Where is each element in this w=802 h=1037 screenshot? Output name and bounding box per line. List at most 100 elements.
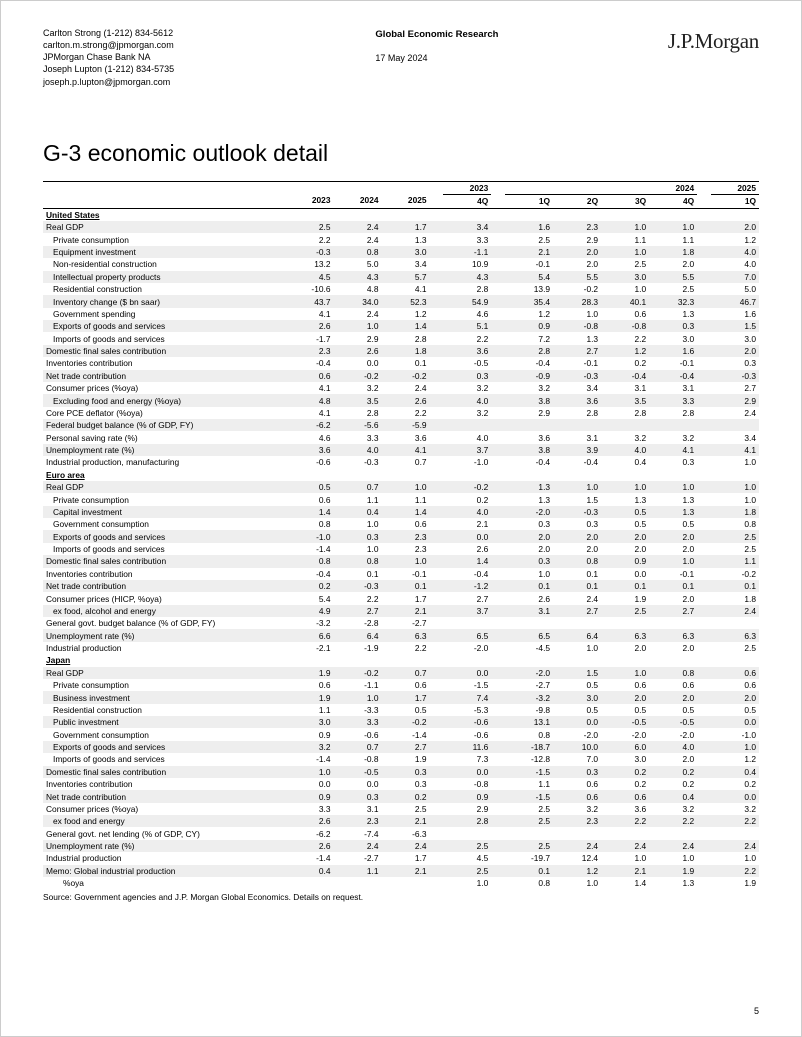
cell: 3.0 <box>711 332 759 344</box>
cell: 0.3 <box>649 320 697 332</box>
cell: 2.5 <box>711 642 759 654</box>
row-label: Residential construction <box>43 704 285 716</box>
cell: 2.4 <box>601 840 649 852</box>
cell: 1.9 <box>649 865 697 877</box>
cell: 2.7 <box>334 605 382 617</box>
cell: 0.9 <box>285 728 333 740</box>
cell: 0.5 <box>649 704 697 716</box>
cell: 2.7 <box>711 382 759 394</box>
cell <box>553 617 601 629</box>
cell: 7.4 <box>443 691 491 703</box>
cell: 2.7 <box>649 605 697 617</box>
cell: 2.5 <box>505 803 553 815</box>
row-label: Domestic final sales contribution <box>43 345 285 357</box>
cell: 0.8 <box>285 518 333 530</box>
cell: 2.5 <box>649 283 697 295</box>
cell: 2.8 <box>382 332 430 344</box>
cell: 0.1 <box>711 580 759 592</box>
cell: 0.1 <box>334 568 382 580</box>
cell <box>553 827 601 839</box>
cell: 2.0 <box>601 543 649 555</box>
cell: 4.0 <box>443 506 491 518</box>
cell: 2.0 <box>711 221 759 233</box>
cell: -0.5 <box>649 716 697 728</box>
row-label: Domestic final sales contribution <box>43 555 285 567</box>
cell: -0.3 <box>334 580 382 592</box>
cell: 1.9 <box>285 667 333 679</box>
cell: 1.0 <box>334 543 382 555</box>
cell: 3.2 <box>649 431 697 443</box>
cell: 0.5 <box>285 481 333 493</box>
cell: 1.2 <box>711 753 759 765</box>
cell: 1.0 <box>553 481 601 493</box>
cell: 1.1 <box>285 704 333 716</box>
cell: 0.2 <box>382 790 430 802</box>
cell: -0.3 <box>334 456 382 468</box>
cell: -0.1 <box>649 357 697 369</box>
col-3q24: 3Q <box>601 194 649 208</box>
cell: 4.3 <box>443 271 491 283</box>
cell: 3.8 <box>505 444 553 456</box>
cell: 0.4 <box>285 865 333 877</box>
cell: 0.7 <box>334 481 382 493</box>
cell: -2.0 <box>505 667 553 679</box>
cell: 2.5 <box>285 221 333 233</box>
cell: 34.0 <box>334 295 382 307</box>
cell: 0.0 <box>711 716 759 728</box>
cell: 1.8 <box>649 246 697 258</box>
cell: -3.3 <box>334 704 382 716</box>
cell: -0.2 <box>711 568 759 580</box>
cell: 0.5 <box>649 518 697 530</box>
cell: 3.4 <box>443 221 491 233</box>
cell: -5.9 <box>382 419 430 431</box>
cell: 12.4 <box>553 852 601 864</box>
cell: -1.9 <box>334 642 382 654</box>
cell: 0.2 <box>649 778 697 790</box>
cell: 0.0 <box>285 778 333 790</box>
cell: 0.6 <box>553 778 601 790</box>
cell: 0.1 <box>649 580 697 592</box>
cell: 0.5 <box>382 704 430 716</box>
row-label: Private consumption <box>43 493 285 505</box>
cell: 2.9 <box>711 394 759 406</box>
cell: 5.7 <box>382 271 430 283</box>
cell: 2.6 <box>285 840 333 852</box>
cell: 1.0 <box>601 481 649 493</box>
cell: 1.2 <box>382 308 430 320</box>
cell <box>711 827 759 839</box>
cell: -0.2 <box>553 283 601 295</box>
cell: 13.1 <box>505 716 553 728</box>
cell: 0.1 <box>505 580 553 592</box>
cell: 3.2 <box>505 382 553 394</box>
cell: 0.4 <box>334 506 382 518</box>
cell: 1.1 <box>382 493 430 505</box>
cell <box>601 419 649 431</box>
cell: 2.3 <box>553 221 601 233</box>
cell: 0.0 <box>443 766 491 778</box>
cell: 2.3 <box>285 345 333 357</box>
cell: 1.9 <box>601 592 649 604</box>
cell: 0.6 <box>601 679 649 691</box>
section-header: Japan <box>43 654 285 666</box>
cell: 0.6 <box>382 518 430 530</box>
cell: 6.3 <box>601 629 649 641</box>
cell: 3.0 <box>649 332 697 344</box>
cell: -2.0 <box>443 642 491 654</box>
cell <box>649 617 697 629</box>
cell: -6.2 <box>285 827 333 839</box>
cell: 0.3 <box>334 790 382 802</box>
cell: -1.0 <box>285 530 333 542</box>
row-label: Exports of goods and services <box>43 530 285 542</box>
row-label: Public investment <box>43 716 285 728</box>
cell: 6.4 <box>553 629 601 641</box>
col-2q24: 2Q <box>553 194 601 208</box>
cell: -4.5 <box>505 642 553 654</box>
cell: 4.8 <box>334 283 382 295</box>
cell: 2.0 <box>553 543 601 555</box>
cell: 2.8 <box>553 407 601 419</box>
cell: 0.2 <box>285 580 333 592</box>
grp-2025: 2025 <box>711 181 759 194</box>
cell: 4.0 <box>649 741 697 753</box>
cell: 0.1 <box>601 580 649 592</box>
cell: -0.4 <box>601 370 649 382</box>
